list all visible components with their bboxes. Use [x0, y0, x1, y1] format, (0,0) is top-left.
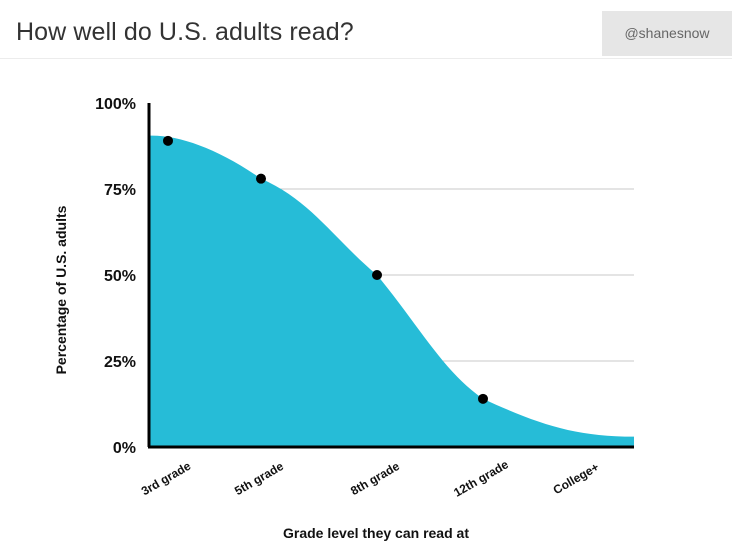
- x-tick-label: 3rd grade: [139, 459, 194, 499]
- x-tick-label: College+: [551, 460, 602, 497]
- y-tick-label: 25%: [104, 354, 136, 371]
- author-badge: @shanesnow: [602, 11, 732, 56]
- data-point: [256, 173, 266, 184]
- y-axis-title: Percentage of U.S. adults: [53, 205, 69, 374]
- author-handle: @shanesnow: [624, 25, 710, 41]
- header: How well do U.S. adults read? @shanesnow: [0, 0, 732, 59]
- y-tick-label: 0%: [113, 440, 136, 457]
- data-point: [163, 135, 173, 146]
- x-axis-title: Grade level they can read at: [283, 525, 469, 541]
- data-point: [372, 270, 382, 280]
- x-tick-label: 12th grade: [451, 457, 511, 500]
- x-tick-label: 8th grade: [348, 459, 402, 498]
- y-tick-label: 50%: [104, 268, 136, 285]
- area-series: [149, 135, 634, 447]
- data-point: [478, 393, 488, 404]
- y-tick-label: 75%: [104, 182, 136, 199]
- y-tick-label: 100%: [95, 96, 136, 113]
- page-title: How well do U.S. adults read?: [16, 18, 354, 46]
- x-tick-label: 5th grade: [232, 459, 286, 498]
